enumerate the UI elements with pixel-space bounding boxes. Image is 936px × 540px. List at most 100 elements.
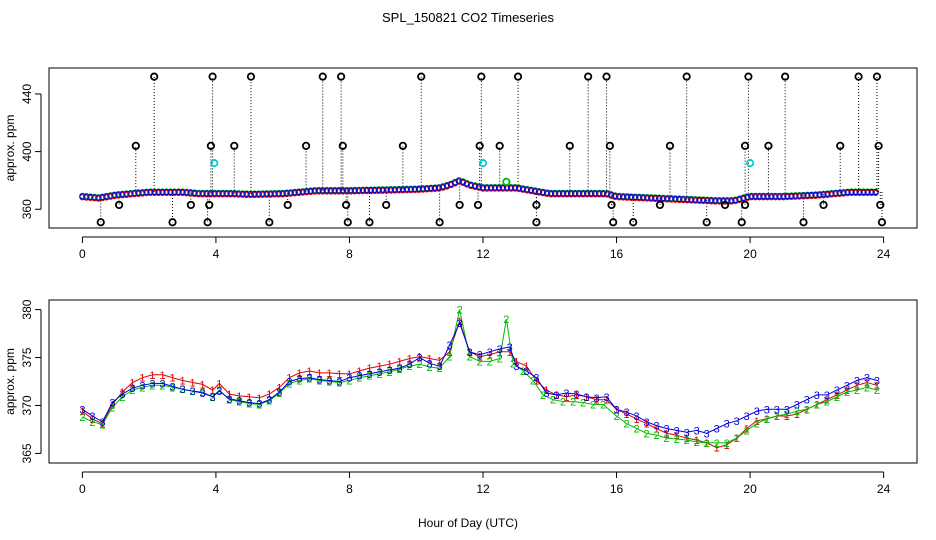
outlier-point — [342, 200, 351, 210]
baseline-point-blue — [483, 184, 491, 191]
series-1-point: 1 — [447, 347, 453, 359]
outlier-point — [609, 218, 618, 227]
series-2-point: 2 — [764, 414, 770, 426]
x-tick-label: 0 — [79, 247, 86, 261]
series-2-point: 2 — [89, 417, 95, 429]
series-3-point: 3 — [593, 393, 599, 405]
series-1-point: 1 — [386, 359, 392, 371]
series-2-point: 2 — [520, 366, 526, 378]
baseline-point-blue — [143, 189, 150, 196]
baseline-point-blue — [812, 191, 819, 199]
series-3-point: 3 — [246, 398, 252, 410]
baseline-point-blue — [588, 190, 595, 197]
series-3-point: 3 — [513, 361, 519, 373]
series-1-point: 1 — [664, 428, 670, 440]
series-3-point: 3 — [674, 425, 680, 437]
series-3-point: 3 — [664, 423, 670, 435]
series-3-point: 3 — [386, 365, 392, 377]
outlier-point — [283, 200, 292, 210]
outlier-point — [740, 200, 750, 210]
outlier-point — [872, 72, 882, 81]
baseline-point-blue — [824, 190, 831, 198]
baseline-point-blue — [712, 197, 719, 204]
x-tick-label: 20 — [743, 482, 757, 496]
outlier-point — [836, 141, 845, 150]
series-3-point: 3 — [744, 411, 750, 423]
baseline-point-blue — [211, 190, 218, 197]
baseline-point-blue — [199, 190, 206, 197]
outlier-point — [473, 200, 483, 210]
baseline-point-blue — [363, 186, 370, 194]
series-3-point: 3 — [533, 373, 539, 385]
series-2-point: 2 — [814, 400, 820, 412]
series-3-point: 3 — [654, 421, 660, 433]
baseline-point-blue — [103, 193, 110, 200]
series-1-line — [82, 319, 878, 449]
outlier-point — [655, 200, 665, 210]
series-2-point: 2 — [169, 382, 175, 394]
series-2-point: 2 — [510, 358, 516, 370]
series-2-point: 2 — [189, 386, 195, 398]
baseline-point-blue — [403, 186, 411, 193]
baseline-point-blue — [515, 184, 523, 192]
series-3-point: 3 — [507, 342, 513, 354]
baseline-point-blue — [275, 190, 282, 197]
baseline-point-blue — [391, 186, 399, 193]
series-1-point: 1 — [814, 400, 820, 412]
baseline-point-blue — [331, 187, 338, 194]
series-1-point: 1 — [513, 356, 519, 368]
series-2-point: 2 — [580, 398, 586, 410]
outlier-point — [265, 218, 274, 227]
baseline-point-blue — [251, 190, 258, 198]
series-2-point: 2 — [497, 353, 503, 365]
baseline-point-blue — [820, 191, 827, 198]
x-tick-label: 16 — [610, 482, 624, 496]
series-1-point: 1 — [139, 373, 145, 385]
outlier-point — [764, 141, 773, 150]
series-2-point: 2 — [447, 352, 453, 364]
series-2-point: 2 — [119, 392, 125, 404]
outlier-point — [96, 218, 105, 227]
baseline-point-blue — [183, 189, 190, 196]
series-3-point: 3 — [543, 388, 549, 400]
outlier-point — [208, 72, 217, 81]
outlier-point — [532, 200, 541, 210]
baseline-point-blue — [692, 196, 699, 203]
series-3-point: 3 — [179, 384, 185, 396]
baseline-point-blue — [551, 190, 559, 197]
series-3-point: 3 — [864, 373, 870, 385]
baseline-point-blue — [111, 191, 118, 199]
baseline-point-blue — [788, 192, 795, 200]
baseline-point-blue — [411, 185, 419, 193]
outlier-point — [205, 200, 214, 210]
series-3-point: 3 — [189, 386, 195, 398]
series-1-point: 1 — [487, 350, 493, 362]
baseline-point-blue — [800, 192, 807, 199]
series-1-point: 1 — [189, 377, 195, 389]
series-3-point: 3 — [824, 390, 830, 402]
series-1-point: 1 — [316, 368, 322, 380]
baseline-point-blue — [872, 188, 879, 196]
series-1-point: 1 — [356, 366, 362, 378]
y-tick-label: 370 — [20, 395, 34, 415]
series-1-point: 1 — [644, 419, 650, 431]
baseline-point-blue — [567, 190, 575, 197]
baseline-point-blue — [744, 193, 751, 201]
series-3-point: 3 — [406, 359, 412, 371]
series-1-point: 1 — [804, 404, 810, 416]
series-3-point: 3 — [854, 376, 860, 388]
baseline-point-blue — [848, 188, 855, 196]
baseline-point-blue — [339, 187, 346, 194]
series-2-point: 2 — [149, 380, 155, 392]
y-tick-label: 440 — [20, 84, 34, 104]
series-3-point: 3 — [794, 400, 800, 412]
outlier-point — [665, 141, 675, 150]
baseline-point-blue — [407, 186, 415, 193]
baseline-point-blue — [784, 192, 791, 200]
baseline-point-blue — [259, 190, 266, 197]
outlier-point — [203, 218, 212, 227]
baseline-point-blue — [435, 184, 443, 191]
series-2-point: 2 — [376, 369, 382, 381]
series-2-point: 2 — [210, 392, 216, 404]
